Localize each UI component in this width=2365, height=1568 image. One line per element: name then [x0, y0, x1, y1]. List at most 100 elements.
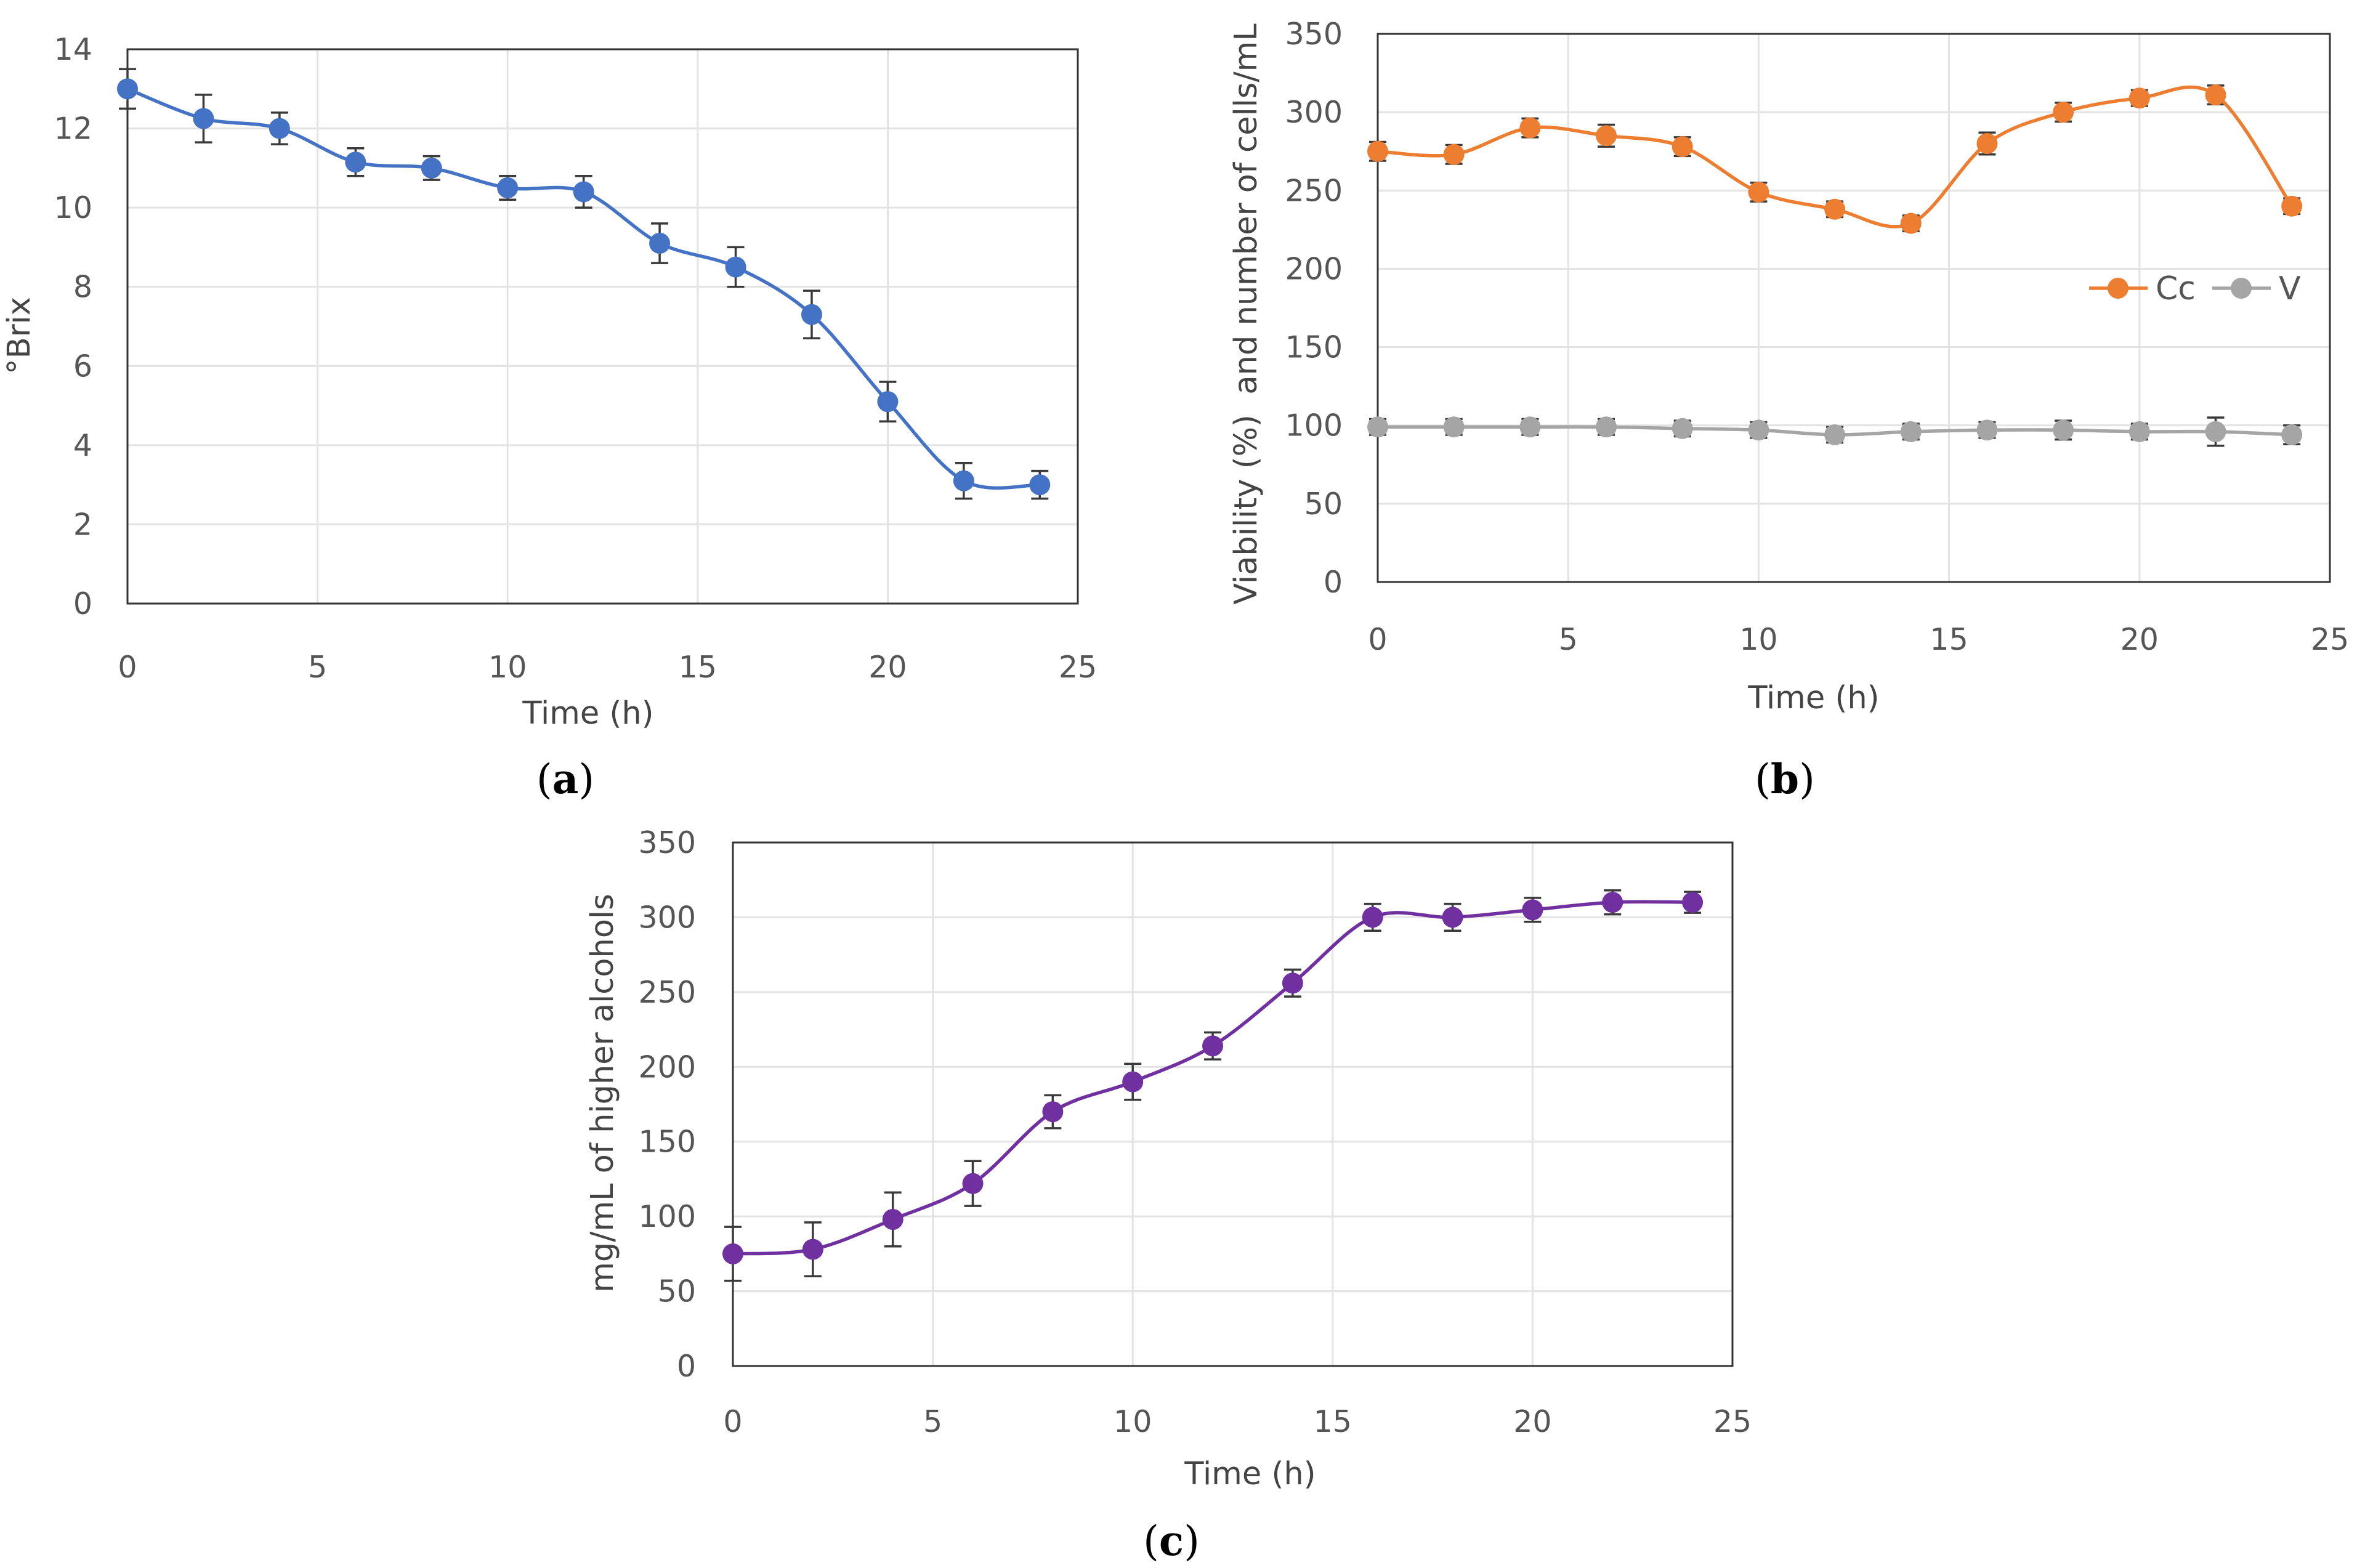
x-tick-label: 10	[488, 650, 527, 685]
data-point	[1682, 892, 1704, 913]
data-point	[1748, 419, 1769, 441]
y-tick-label: 150	[1285, 330, 1343, 365]
x-axis-title: Time (h)	[522, 695, 653, 732]
legend-item: V	[2212, 270, 2301, 307]
y-axis-title: mg/mL of higher alcohols	[584, 894, 621, 1293]
legend-marker	[2231, 278, 2252, 299]
y-tick-label: 100	[638, 1199, 696, 1234]
data-point	[573, 181, 594, 203]
legend: Cc V	[2089, 270, 2301, 307]
x-tick-label: 0	[723, 1404, 742, 1439]
data-point	[953, 470, 974, 491]
panel-label-open-paren: (	[1143, 1517, 1159, 1565]
data-point	[1602, 892, 1623, 913]
x-tick-label: 20	[868, 650, 907, 685]
data-point	[2205, 84, 2226, 106]
y-tick-label: 0	[1324, 565, 1343, 600]
x-tick-label: 25	[1059, 650, 1097, 685]
panel-label: (b)	[1755, 755, 1815, 803]
panel-label: (a)	[536, 755, 594, 803]
x-tick-label: 15	[679, 650, 717, 685]
panel-label-close-paren: )	[1184, 1517, 1200, 1565]
data-point	[1672, 136, 1693, 158]
x-tick-label: 10	[1114, 1404, 1152, 1439]
data-point	[117, 78, 138, 100]
y-axis-title: Viability (%) and number of cells/mL	[1228, 23, 1264, 605]
data-point	[1519, 117, 1541, 139]
x-tick-label: 25	[1713, 1404, 1752, 1439]
series-v	[1367, 416, 2303, 447]
panel-label-open-paren: (	[1755, 756, 1771, 803]
data-point	[722, 1243, 743, 1264]
data-point	[345, 152, 366, 173]
data-point	[1029, 474, 1051, 496]
y-tick-label: 50	[658, 1274, 696, 1309]
y-tick-label: 14	[54, 32, 92, 67]
y-tick-label: 8	[73, 270, 92, 305]
data-point	[2128, 421, 2150, 442]
data-point	[1367, 416, 1388, 438]
data-point	[2281, 195, 2303, 217]
x-tick-label: 25	[2311, 622, 2349, 657]
x-tick-label: 20	[1513, 1404, 1551, 1439]
series-line	[126, 87, 1042, 490]
x-tick-label: 0	[1368, 622, 1387, 657]
x-tick-label: 15	[1930, 622, 1968, 657]
y-tick-label: 150	[638, 1125, 696, 1160]
data-point	[1519, 416, 1541, 438]
data-point	[1748, 181, 1769, 203]
y-tick-label: 2	[73, 507, 92, 542]
panel-label-close-paren: )	[1799, 756, 1815, 803]
data-point	[2053, 419, 2074, 441]
data-point	[1443, 143, 1465, 165]
y-tick-label: 300	[638, 900, 696, 935]
series-higher-alcohols	[722, 889, 1704, 1282]
y-tick-label: 6	[73, 349, 92, 384]
data-point	[1522, 899, 1543, 921]
panel-label-letter: b	[1771, 755, 1799, 803]
data-point	[1596, 125, 1617, 147]
y-tick-label: 250	[638, 975, 696, 1010]
plot-area-frame	[126, 48, 1079, 605]
y-tick-label: 200	[638, 1049, 696, 1085]
y-tick-label: 350	[1285, 17, 1343, 52]
y-tick-label: 100	[1285, 408, 1343, 443]
data-point	[801, 304, 822, 325]
legend-item: Cc	[2089, 270, 2196, 307]
data-point	[421, 157, 442, 179]
x-tick-label: 5	[1559, 622, 1578, 657]
y-tick-label: 0	[73, 586, 92, 621]
plot-area-frame	[732, 841, 1734, 1367]
data-point	[1122, 1071, 1144, 1093]
data-point	[1900, 421, 1922, 442]
data-point	[1367, 140, 1388, 162]
y-tick-label: 350	[638, 825, 696, 860]
data-point	[882, 1209, 904, 1230]
series-cc	[1367, 84, 2303, 234]
y-axis-title: °Brix	[1, 297, 38, 374]
data-point	[802, 1239, 823, 1260]
panel-label-open-paren: (	[536, 756, 552, 803]
data-point	[1672, 418, 1693, 439]
data-point	[497, 177, 519, 198]
y-tick-label: 0	[677, 1349, 696, 1384]
y-tick-label: 300	[1285, 95, 1343, 130]
data-point	[1443, 416, 1465, 438]
x-tick-label: 10	[1739, 622, 1777, 657]
data-point	[1442, 907, 1463, 928]
data-point	[2205, 421, 2226, 442]
panel-label-letter: c	[1159, 1517, 1184, 1565]
x-tick-label: 5	[923, 1404, 942, 1439]
data-point	[1042, 1101, 1064, 1123]
panel-label-close-paren: )	[578, 756, 594, 803]
data-point	[1976, 419, 1998, 441]
y-tick-label: 4	[73, 428, 92, 463]
panel-label: (c)	[1143, 1517, 1200, 1565]
x-tick-label: 5	[308, 650, 327, 685]
y-tick-label: 250	[1285, 173, 1343, 208]
data-point	[2053, 102, 2074, 123]
series-line	[731, 900, 1694, 1256]
y-tick-label: 200	[1285, 251, 1343, 286]
data-point	[1282, 972, 1303, 994]
